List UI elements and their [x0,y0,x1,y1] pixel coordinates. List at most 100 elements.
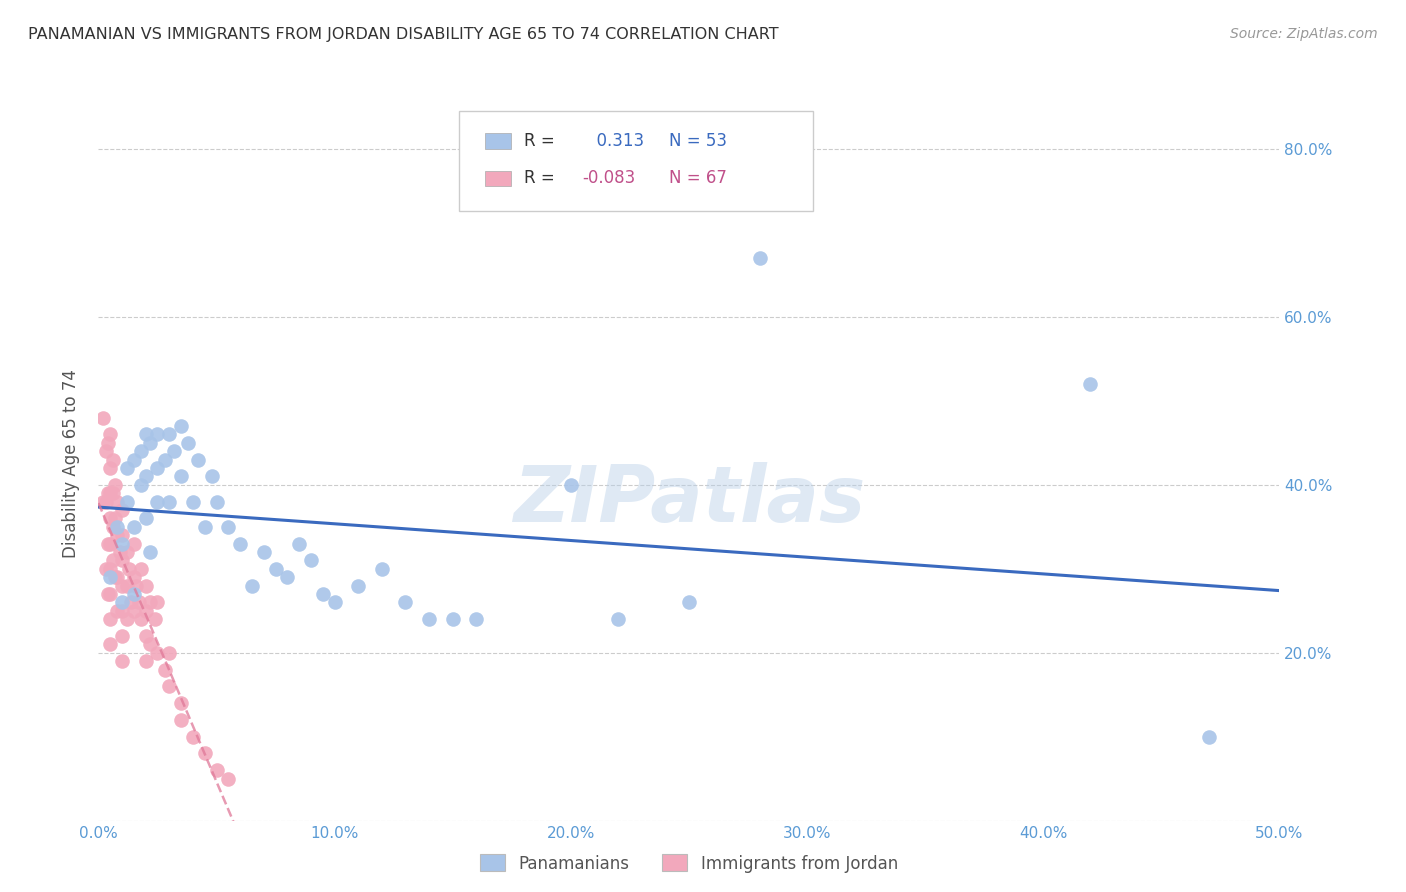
Point [187,452,209,467]
Point [135,511,157,525]
Y-axis label: Disability Age 65 to 74: Disability Age 65 to 74 [62,369,80,558]
Point [98,486,121,500]
Point [98,612,121,626]
Text: R =: R = [523,132,560,150]
Point [748,251,770,265]
Point [94,444,117,458]
Point [240,578,263,592]
Text: N = 53: N = 53 [669,132,727,150]
Point [98,570,121,584]
Point [129,478,152,492]
Point [111,629,134,643]
Point [115,578,138,592]
Point [101,452,124,467]
Point [111,604,134,618]
Point [441,612,464,626]
Point [105,494,128,508]
Point [129,562,152,576]
Point [157,646,180,660]
Point [201,469,224,483]
Point [153,663,176,677]
Point [170,419,193,434]
Point [121,595,143,609]
Point [122,587,145,601]
Point [98,587,121,601]
Point [115,494,138,508]
Point [111,536,134,550]
Point [111,553,134,567]
Point [115,545,138,559]
Point [135,604,157,618]
Point [97,486,120,500]
Point [312,587,335,601]
Point [115,612,138,626]
Point [98,536,121,550]
Point [135,578,157,592]
Point [98,511,121,525]
Point [122,570,145,584]
Point [135,427,157,442]
Legend: Panamanians, Immigrants from Jordan: Panamanians, Immigrants from Jordan [474,847,904,880]
Point [157,427,180,442]
Point [111,503,134,517]
Point [276,570,298,584]
Point [97,435,120,450]
Point [98,637,121,651]
FancyBboxPatch shape [458,111,813,211]
Point [678,595,700,609]
Point [170,696,193,710]
Point [98,427,121,442]
Point [97,587,120,601]
Text: N = 67: N = 67 [669,169,727,187]
Text: PANAMANIAN VS IMMIGRANTS FROM JORDAN DISABILITY AGE 65 TO 74 CORRELATION CHART: PANAMANIAN VS IMMIGRANTS FROM JORDAN DIS… [28,27,779,42]
Point [394,595,416,609]
Point [135,629,157,643]
Point [181,730,204,744]
Point [217,520,239,534]
Point [125,578,148,592]
Point [143,612,166,626]
Point [104,478,127,492]
Text: ZIPatlas: ZIPatlas [513,461,865,538]
Point [97,536,120,550]
Point [1198,730,1220,744]
Point [229,536,252,550]
Point [122,536,145,550]
Point [253,545,276,559]
Point [139,637,162,651]
Point [146,461,169,475]
Point [135,469,157,483]
Point [177,435,200,450]
FancyBboxPatch shape [485,134,510,149]
Point [217,772,239,786]
Point [111,578,134,592]
Point [94,562,117,576]
Point [163,444,186,458]
Point [205,494,228,508]
Point [288,536,311,550]
Point [91,410,114,425]
Point [101,520,124,534]
Point [146,595,169,609]
Point [170,469,193,483]
Point [153,452,176,467]
Text: R =: R = [523,169,560,187]
Point [122,604,145,618]
Point [560,478,582,492]
Point [1080,377,1102,392]
Point [91,494,114,508]
Point [181,494,204,508]
Point [111,528,134,542]
Text: -0.083: -0.083 [582,169,636,187]
Point [194,520,217,534]
Point [101,486,124,500]
Point [139,435,162,450]
Point [122,520,145,534]
Point [101,553,124,567]
Point [347,578,370,592]
Point [115,461,138,475]
Point [139,545,162,559]
Point [465,612,488,626]
Point [105,604,128,618]
Point [129,612,152,626]
